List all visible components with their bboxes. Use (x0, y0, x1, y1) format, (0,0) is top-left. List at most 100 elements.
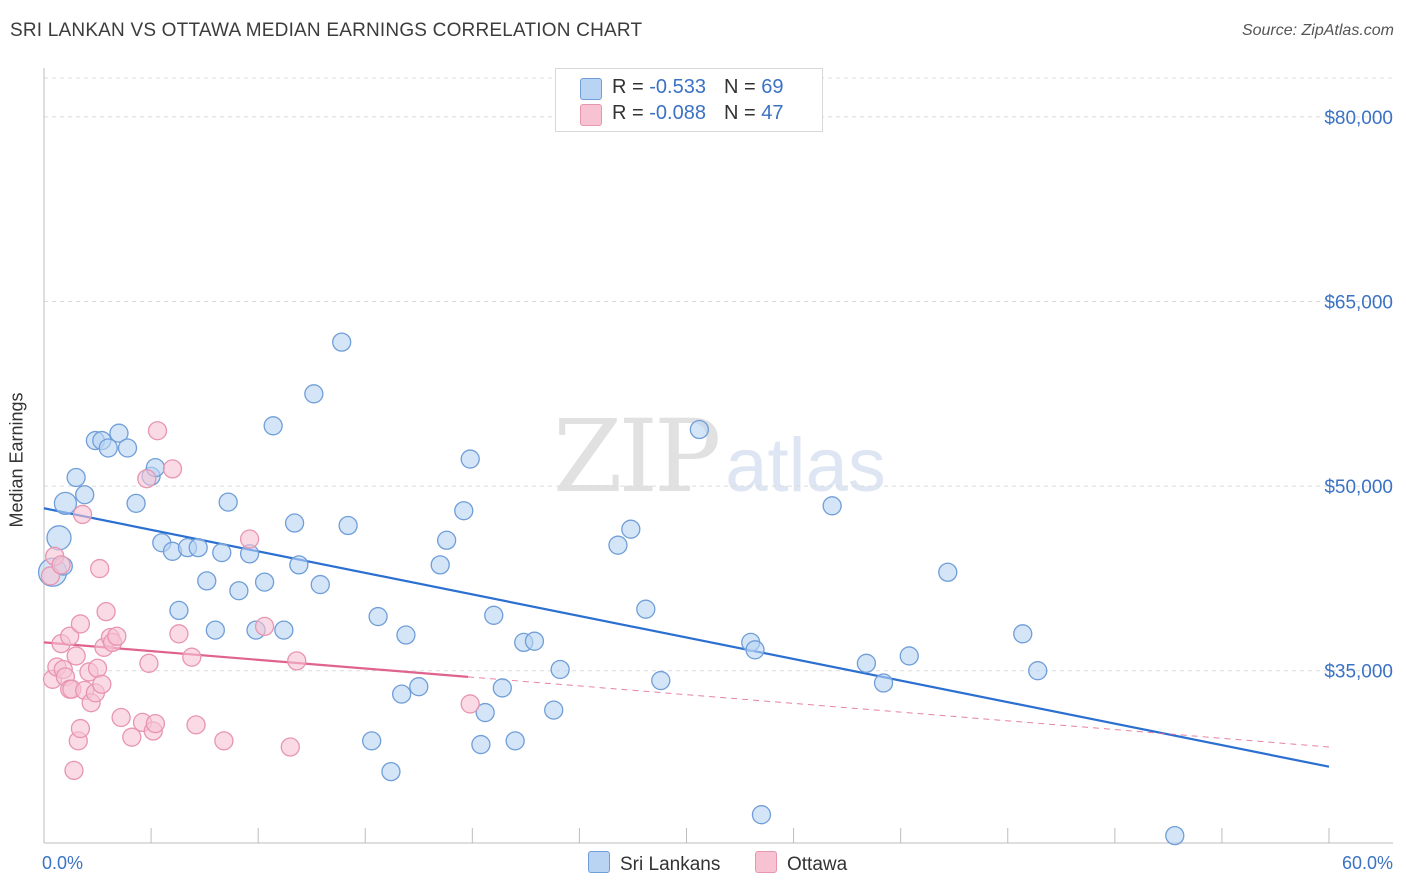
point-ottawa (287, 651, 307, 671)
point-sri-lankans (310, 574, 330, 595)
point-sri-lankans (436, 530, 457, 550)
point-sri-lankans (475, 702, 495, 723)
point-ottawa (182, 647, 202, 667)
chart-title: SRI LANKAN VS OTTAWA MEDIAN EARNINGS COR… (10, 20, 643, 41)
watermark-zip: ZIP (553, 398, 721, 515)
point-sri-lankans (409, 677, 429, 697)
point-sri-lankans (608, 535, 628, 555)
point-sri-lankans (212, 542, 232, 563)
watermark: ZIP atlas (553, 398, 886, 515)
point-ottawa (137, 469, 157, 489)
point-ottawa (92, 674, 112, 694)
stats-n-value: 47 (761, 102, 784, 124)
stats-box: R = -0.533 N = 69 R = -0.088 N = 47 (555, 68, 823, 132)
point-sri-lankans (1165, 825, 1185, 846)
stats-r-label: R = (612, 76, 650, 98)
point-sri-lankans (899, 646, 919, 666)
point-sri-lankans (188, 537, 208, 558)
point-sri-lankans (109, 423, 129, 443)
stats-r-label: R = (612, 102, 650, 124)
point-ottawa (90, 558, 110, 579)
stats-swatch-ottawa (580, 104, 602, 126)
legend-label: Ottawa (787, 854, 848, 875)
point-sri-lankans (873, 673, 894, 693)
point-ottawa (111, 707, 131, 728)
y-tick-label: $50,000 (1324, 477, 1393, 498)
point-ottawa (460, 694, 480, 714)
point-sri-lankans (524, 631, 545, 651)
point-ottawa (122, 727, 142, 747)
point-sri-lankans (1013, 624, 1033, 644)
y-tick-label: $65,000 (1324, 293, 1393, 314)
point-sri-lankans (218, 492, 238, 512)
point-sri-lankans (505, 731, 525, 751)
point-ottawa (70, 718, 91, 739)
point-sri-lankans (98, 438, 118, 458)
x-tick-label-min: 0.0% (42, 853, 83, 873)
point-sri-lankans (460, 449, 480, 469)
point-sri-lankans (254, 572, 275, 592)
stats-n-label: N = (723, 76, 762, 98)
point-sri-lankans (197, 571, 217, 591)
point-sri-lankans (856, 653, 877, 673)
point-sri-lankans (332, 332, 352, 352)
point-ottawa (70, 614, 91, 634)
source-credit: Source: ZipAtlas.com (1241, 22, 1394, 39)
point-sri-lankans (492, 678, 512, 698)
point-ottawa (107, 626, 127, 646)
point-sri-lankans (1028, 661, 1048, 681)
point-ottawa (64, 760, 84, 781)
point-ottawa (51, 555, 71, 575)
watermark-atlas: atlas (725, 423, 886, 508)
point-sri-lankans (205, 620, 225, 640)
point-sri-lankans (229, 581, 249, 601)
point-ottawa (72, 504, 93, 525)
trend-line-sri-lankans (43, 507, 1330, 768)
point-sri-lankans (126, 493, 146, 513)
point-ottawa (162, 459, 183, 479)
point-ottawa (239, 529, 260, 549)
point-sri-lankans (484, 605, 504, 625)
point-ottawa (87, 658, 108, 678)
point-sri-lankans (304, 384, 324, 404)
stats-r-value: -0.533 (649, 76, 706, 98)
point-sri-lankans (396, 625, 416, 645)
point-sri-lankans (822, 496, 842, 516)
point-ottawa (280, 737, 300, 757)
point-sri-lankans (651, 670, 671, 691)
y-tick-labels: $35,000 $50,000 $65,000 $80,000 (1324, 108, 1393, 683)
point-sri-lankans (621, 519, 641, 539)
point-sri-lankans (289, 555, 309, 575)
x-tick-label-max: 60.0% (1342, 853, 1393, 873)
point-sri-lankans (362, 731, 382, 751)
stats-n-label: N = (723, 102, 762, 124)
point-sri-lankans (745, 640, 765, 660)
x-ticks (150, 828, 1330, 843)
legend-item-ottawa[interactable]: Ottawa (755, 851, 847, 876)
y-tick-label: $80,000 (1324, 108, 1393, 129)
point-sri-lankans (454, 501, 474, 521)
point-ottawa (254, 616, 275, 637)
data-points (37, 332, 1185, 846)
point-sri-lankans (544, 700, 564, 720)
stats-r-value: -0.088 (649, 102, 706, 124)
point-ottawa (169, 624, 189, 644)
point-sri-lankans (169, 600, 189, 621)
point-sri-lankans (381, 761, 401, 782)
point-sri-lankans (66, 467, 86, 488)
trend-line-ottawa-extension (468, 676, 1330, 748)
legend-swatch-ottawa (755, 851, 777, 873)
point-sri-lankans (284, 513, 305, 533)
legend: Sri Lankans Ottawa (0, 851, 1406, 877)
point-ottawa (214, 731, 234, 751)
point-ottawa (186, 715, 206, 735)
point-sri-lankans (938, 562, 958, 582)
point-sri-lankans (471, 734, 491, 755)
point-sri-lankans (274, 620, 294, 640)
axes (43, 68, 1393, 844)
point-sri-lankans (636, 599, 656, 619)
legend-item-sri-lankans[interactable]: Sri Lankans (588, 851, 720, 876)
point-sri-lankans (53, 491, 78, 515)
point-ottawa (96, 601, 116, 622)
legend-label: Sri Lankans (620, 854, 721, 875)
